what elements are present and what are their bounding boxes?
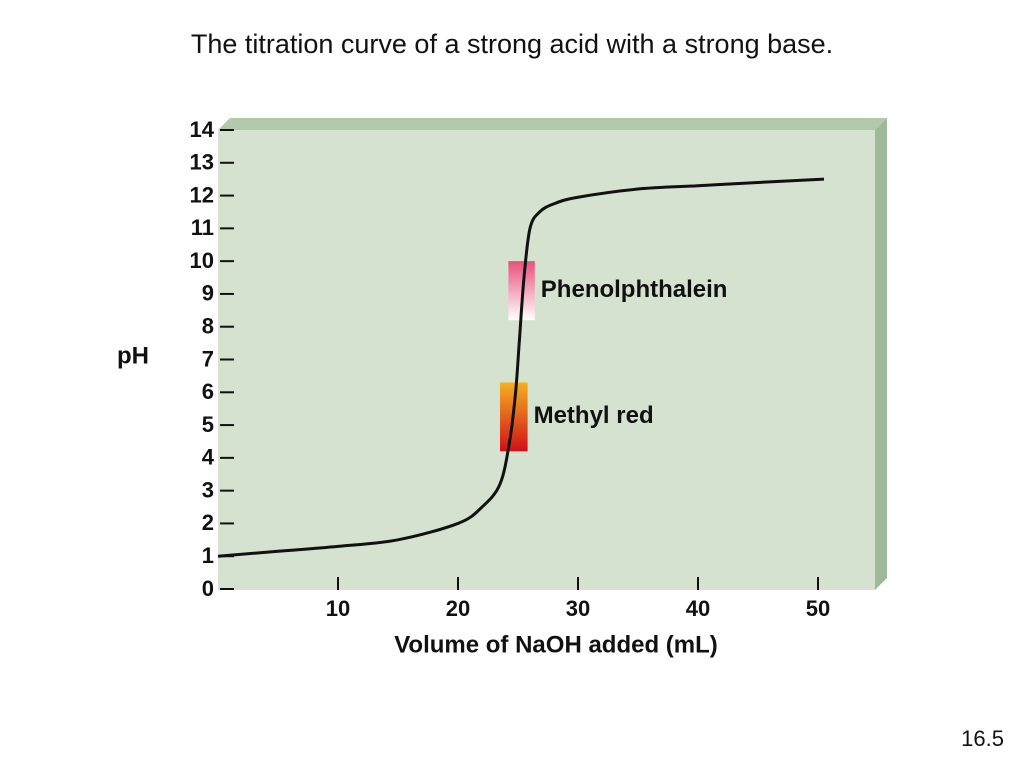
y-tick-label: 11 xyxy=(191,215,214,240)
y-tick-label: 14 xyxy=(190,117,215,142)
chart-title: The titration curve of a strong acid wit… xyxy=(191,29,833,59)
x-tick-label: 30 xyxy=(566,596,590,621)
y-tick-label: 12 xyxy=(190,182,214,207)
titration-curve xyxy=(217,177,825,558)
x-tick-label: 20 xyxy=(446,596,470,621)
y-tick-label: 7 xyxy=(202,346,214,371)
y-tick-label: 8 xyxy=(202,314,214,339)
slide-number: 16.5 xyxy=(961,726,1004,751)
x-tick-label: 50 xyxy=(806,596,830,621)
panel-top-bevel xyxy=(218,118,887,130)
indicator-label: Phenolphthalein xyxy=(541,276,728,303)
x-axis-label: Volume of NaOH added (mL) xyxy=(394,631,718,658)
y-tick-label: 13 xyxy=(190,150,214,175)
plot-panel xyxy=(218,130,875,590)
y-tick-label: 3 xyxy=(202,477,214,502)
y-tick-label: 1 xyxy=(202,543,214,568)
panel-side-bevel xyxy=(875,118,887,590)
y-tick-label: 9 xyxy=(202,281,214,306)
y-tick-label: 6 xyxy=(202,379,214,404)
x-tick-label: 40 xyxy=(686,596,710,621)
y-axis-label: pH xyxy=(117,342,149,369)
y-tick-label: 4 xyxy=(202,445,215,470)
y-tick-label: 0 xyxy=(202,576,214,601)
y-tick-label: 5 xyxy=(202,412,214,437)
indicator-label: Methyl red xyxy=(534,402,654,429)
y-tick-label: 10 xyxy=(190,248,214,273)
y-tick-label: 2 xyxy=(202,510,214,535)
x-tick-label: 10 xyxy=(326,596,350,621)
